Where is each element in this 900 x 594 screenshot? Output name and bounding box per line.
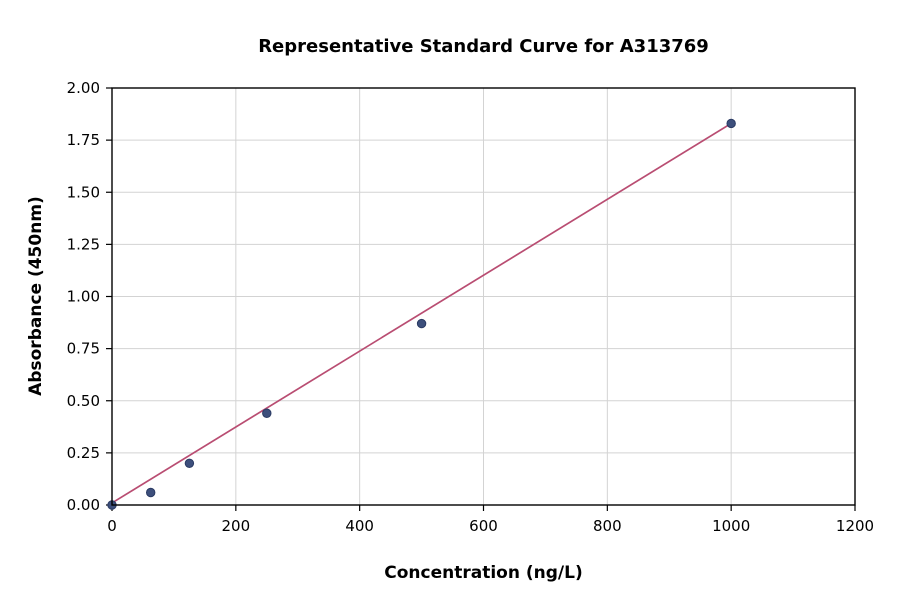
trend-line bbox=[111, 122, 732, 504]
chart-title: Representative Standard Curve for A31376… bbox=[258, 36, 709, 57]
y-tick-label: 1.00 bbox=[67, 288, 100, 306]
axis-frame bbox=[111, 87, 856, 506]
y-tick-label: 0.50 bbox=[67, 392, 100, 410]
x-tick-label: 1200 bbox=[836, 517, 874, 535]
x-tick-label: 200 bbox=[222, 517, 251, 535]
x-tick-label: 800 bbox=[593, 517, 622, 535]
x-tick-label: 0 bbox=[107, 517, 117, 535]
data-point bbox=[726, 118, 736, 129]
data-point bbox=[184, 458, 195, 468]
x-tick-label: 400 bbox=[345, 517, 374, 535]
x-tick-label: 1000 bbox=[712, 517, 750, 535]
y-tick-label: 0.25 bbox=[67, 444, 100, 462]
data-point bbox=[145, 487, 156, 498]
y-tick-label: 1.75 bbox=[67, 131, 100, 149]
x-tick-label: 600 bbox=[469, 517, 498, 535]
y-tick-label: 1.50 bbox=[67, 183, 100, 201]
y-tick-label: 1.25 bbox=[67, 235, 100, 253]
y-tick-label: 2.00 bbox=[67, 79, 100, 97]
y-tick-label: 0.00 bbox=[67, 496, 100, 514]
data-point bbox=[262, 408, 272, 418]
data-point bbox=[416, 318, 427, 329]
y-tick-label: 0.75 bbox=[67, 340, 100, 358]
x-axis-label: Concentration (ng/L) bbox=[384, 563, 583, 583]
